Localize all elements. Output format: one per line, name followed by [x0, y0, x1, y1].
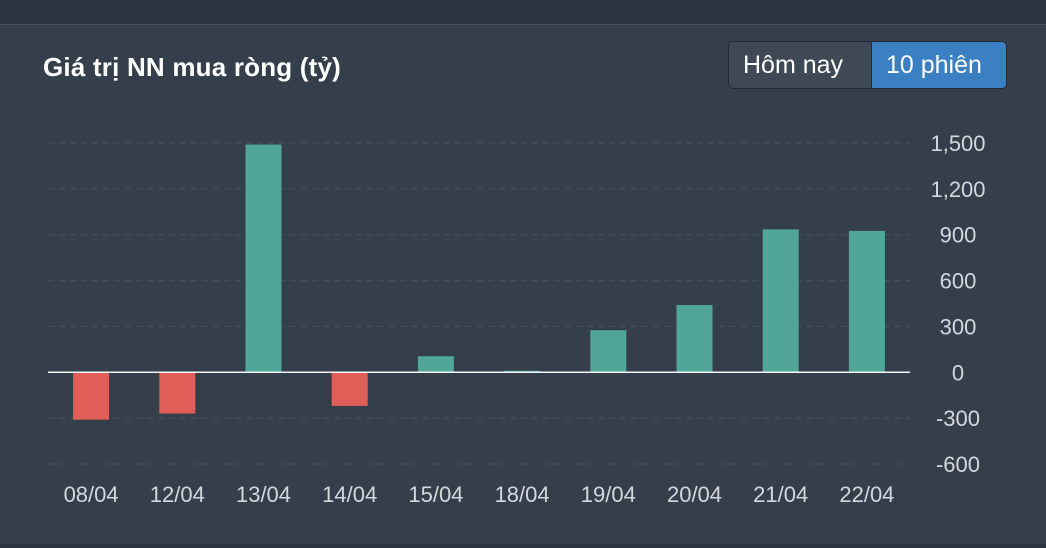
y-tick-label: 0 [952, 360, 964, 385]
x-tick-label: 12/04 [150, 482, 205, 507]
bar-15-04[interactable] [417, 356, 454, 373]
x-tick-label: 18/04 [495, 482, 550, 507]
bar-14-04[interactable] [331, 372, 368, 406]
bar-13-04[interactable] [245, 144, 282, 373]
x-tick-label: 20/04 [667, 482, 722, 507]
bar-18-04[interactable] [504, 370, 541, 373]
y-tick-label: -300 [936, 406, 980, 431]
y-tick-label: 600 [940, 269, 977, 294]
x-tick-label: 21/04 [753, 482, 808, 507]
x-tick-label: 08/04 [64, 482, 119, 507]
bar-08-04[interactable] [73, 372, 110, 420]
x-tick-label: 15/04 [408, 482, 463, 507]
today-button[interactable]: Hôm nay [729, 42, 872, 88]
y-tick-label: 900 [940, 223, 977, 248]
y-tick-label: 1,500 [930, 131, 985, 156]
x-axis: 08/04 12/04 13/04 14/04 15/04 18/04 19/04 20/04… [64, 482, 895, 507]
bar-12-04[interactable] [159, 372, 196, 414]
bar-19-04[interactable] [590, 330, 627, 373]
x-tick-label: 22/04 [839, 482, 894, 507]
y-tick-label: 300 [940, 314, 977, 339]
chart-title: Giá trị NN mua ròng (tỷ) [43, 52, 342, 82]
ten-sessions-button[interactable]: 10 phiên [872, 42, 1006, 88]
x-tick-label: 14/04 [322, 482, 377, 507]
bars [73, 144, 885, 420]
x-tick-label: 19/04 [581, 482, 636, 507]
y-axis: 1,500 1,200 900 600 300 0 -300 -600 [930, 131, 985, 477]
bar-22-04[interactable] [848, 230, 885, 373]
y-tick-label: -600 [936, 452, 980, 477]
bar-20-04[interactable] [676, 305, 713, 373]
period-toggle: Hôm nay 10 phiên [728, 41, 1007, 89]
y-tick-label: 1,200 [930, 177, 985, 202]
x-tick-label: 13/04 [236, 482, 291, 507]
bar-21-04[interactable] [762, 229, 799, 373]
